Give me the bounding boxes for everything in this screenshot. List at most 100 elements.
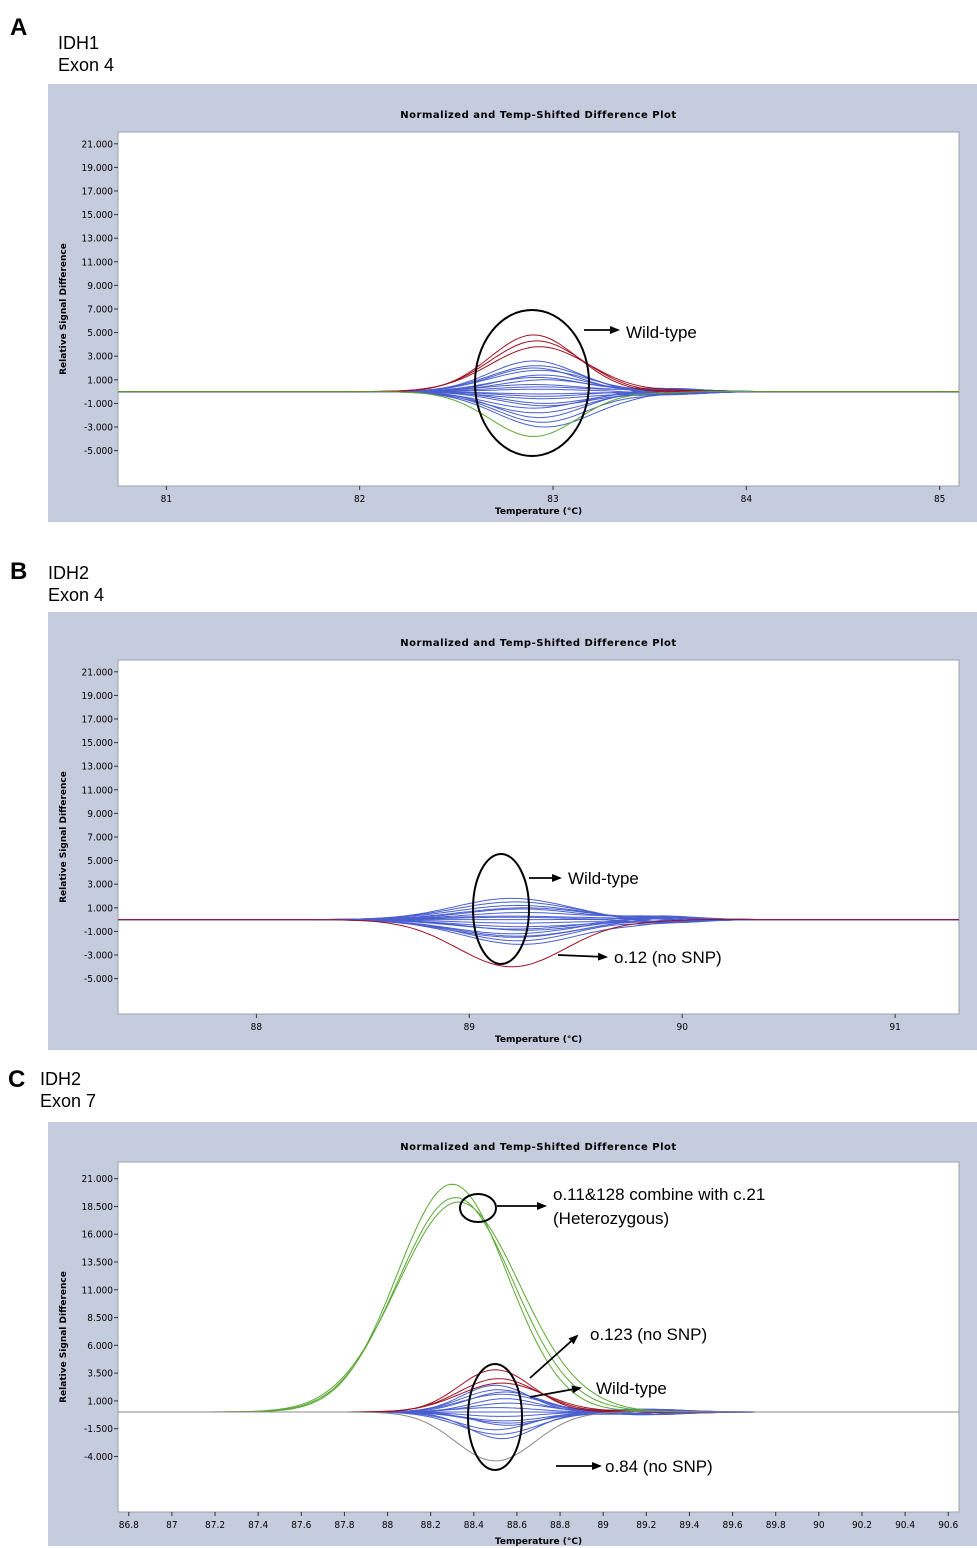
x-tick-label: 90.4 xyxy=(895,1520,915,1531)
y-axis-label: Relative Signal Difference xyxy=(59,771,69,903)
y-tick-label: 11.000 xyxy=(82,257,114,268)
x-tick-label: 91 xyxy=(889,1022,900,1033)
series-line-red xyxy=(118,919,959,968)
chart-panel-a: Normalized and Temp-Shifted Difference P… xyxy=(48,84,977,522)
annotation-label: (Heterozygous) xyxy=(553,1209,669,1228)
y-tick-label: 21.000 xyxy=(82,667,114,678)
x-tick-label: 87 xyxy=(166,1520,177,1531)
x-tick-label: 88 xyxy=(382,1520,394,1531)
x-tick-label: 89.6 xyxy=(723,1520,743,1531)
x-axis-label: Temperature (°C) xyxy=(495,507,582,517)
x-tick-label: 90 xyxy=(676,1022,688,1033)
x-tick-label: 89.4 xyxy=(679,1520,699,1531)
y-tick-label: 16.000 xyxy=(82,1230,114,1241)
y-tick-label: -3.000 xyxy=(84,951,113,962)
y-axis-label: Relative Signal Difference xyxy=(59,243,69,375)
y-tick-label: 17.000 xyxy=(82,715,114,726)
x-tick-label: 89 xyxy=(597,1520,609,1531)
highlight-ellipse xyxy=(467,1363,523,1471)
x-tick-label: 82 xyxy=(354,494,365,505)
series-line-green xyxy=(118,391,959,437)
plot-area xyxy=(117,659,960,1015)
y-tick-label: 8.500 xyxy=(87,1313,113,1324)
chart-title: Normalized and Temp-Shifted Difference P… xyxy=(400,638,676,649)
x-tick-label: 90.6 xyxy=(938,1520,958,1531)
y-tick-label: 11.000 xyxy=(82,785,114,796)
y-tick-label: 19.000 xyxy=(82,691,114,702)
y-tick-label: 6.000 xyxy=(87,1341,113,1352)
x-tick-label: 83 xyxy=(547,494,558,505)
chart-title: Normalized and Temp-Shifted Difference P… xyxy=(400,110,676,121)
x-tick-label: 88.2 xyxy=(421,1520,441,1531)
x-tick-label: 84 xyxy=(741,494,753,505)
annotation-label: o.12 (no SNP) xyxy=(614,948,722,967)
x-tick-label: 87.6 xyxy=(291,1520,311,1531)
y-tick-label: 5.000 xyxy=(87,328,113,339)
x-tick-label: 89 xyxy=(464,1022,476,1033)
x-tick-label: 88 xyxy=(251,1022,263,1033)
annotation-label: Wild-type xyxy=(626,323,697,342)
y-tick-label: -5.000 xyxy=(84,974,113,985)
series-line-grey xyxy=(118,1410,959,1462)
panel-letter-c: C xyxy=(8,1066,26,1093)
panel-a-exon: Exon 4 xyxy=(58,55,115,75)
y-tick-label: 7.000 xyxy=(87,305,113,316)
x-tick-label: 89.2 xyxy=(636,1520,656,1531)
series-lines xyxy=(118,897,959,968)
y-tick-label: 1.000 xyxy=(87,1396,113,1407)
x-tick-label: 87.4 xyxy=(248,1520,268,1531)
y-tick-label: 3.500 xyxy=(87,1369,113,1380)
y-axis-label: Relative Signal Difference xyxy=(59,1271,69,1403)
annotation-label: Wild-type xyxy=(568,869,639,888)
y-tick-label: -4.000 xyxy=(84,1452,113,1463)
y-tick-label: 1.000 xyxy=(87,903,113,914)
y-tick-label: 15.000 xyxy=(82,738,114,749)
y-tick-label: 9.000 xyxy=(87,281,113,292)
annotation-arrow xyxy=(529,1334,579,1379)
y-tick-label: 5.000 xyxy=(87,856,113,867)
x-tick-label: 90.2 xyxy=(852,1520,872,1531)
y-tick-label: 13.500 xyxy=(82,1258,114,1269)
y-tick-label: 7.000 xyxy=(87,833,113,844)
y-tick-label: 3.000 xyxy=(87,880,113,891)
panel-b-gene: IDH2 xyxy=(48,563,90,583)
panel-c-gene: IDH2 xyxy=(40,1069,82,1089)
y-tick-label: 21.000 xyxy=(82,1174,114,1185)
x-tick-label: 81 xyxy=(161,494,172,505)
x-tick-label: 87.2 xyxy=(205,1520,225,1531)
highlight-ellipse xyxy=(474,309,590,457)
series-lines xyxy=(118,1183,959,1462)
x-tick-label: 87.8 xyxy=(334,1520,354,1531)
annotation-arrow xyxy=(557,952,608,961)
series-lines xyxy=(118,334,959,437)
panel-c-subtitle: IDH2 Exon 7 xyxy=(40,1068,96,1112)
highlight-ellipse xyxy=(472,853,530,965)
highlight-ellipse xyxy=(459,1193,497,1223)
panel-letter-a: A xyxy=(10,14,28,41)
x-axis-label: Temperature (°C) xyxy=(495,1035,582,1045)
y-tick-label: 21.000 xyxy=(82,139,114,150)
y-tick-label: -5.000 xyxy=(84,446,113,457)
y-tick-label: 19.000 xyxy=(82,163,114,174)
y-tick-label: 13.000 xyxy=(82,762,114,773)
y-tick-label: 15.000 xyxy=(82,210,114,221)
annotation-label: Wild-type xyxy=(596,1379,667,1398)
x-axis-label: Temperature (°C) xyxy=(495,1537,582,1547)
x-tick-label: 88.8 xyxy=(550,1520,570,1531)
y-tick-label: -3.000 xyxy=(84,423,113,434)
y-tick-label: -1.000 xyxy=(84,927,113,938)
y-tick-label: 9.000 xyxy=(87,809,113,820)
panel-letter-b: B xyxy=(10,558,28,585)
x-tick-label: 88.6 xyxy=(507,1520,527,1531)
panel-a-subtitle: IDH1 Exon 4 xyxy=(58,32,114,76)
x-tick-label: 86.8 xyxy=(119,1520,139,1531)
y-tick-label: 17.000 xyxy=(82,187,114,198)
panel-b-exon: Exon 4 xyxy=(48,585,105,605)
chart-title: Normalized and Temp-Shifted Difference P… xyxy=(400,1142,676,1153)
y-tick-label: 3.000 xyxy=(87,352,113,363)
y-tick-label: 18.500 xyxy=(82,1202,114,1213)
y-tick-label: -1.500 xyxy=(84,1424,113,1435)
y-tick-label: 13.000 xyxy=(82,234,114,245)
annotation-label: o.84 (no SNP) xyxy=(605,1457,713,1476)
panel-c-exon: Exon 7 xyxy=(40,1091,97,1111)
